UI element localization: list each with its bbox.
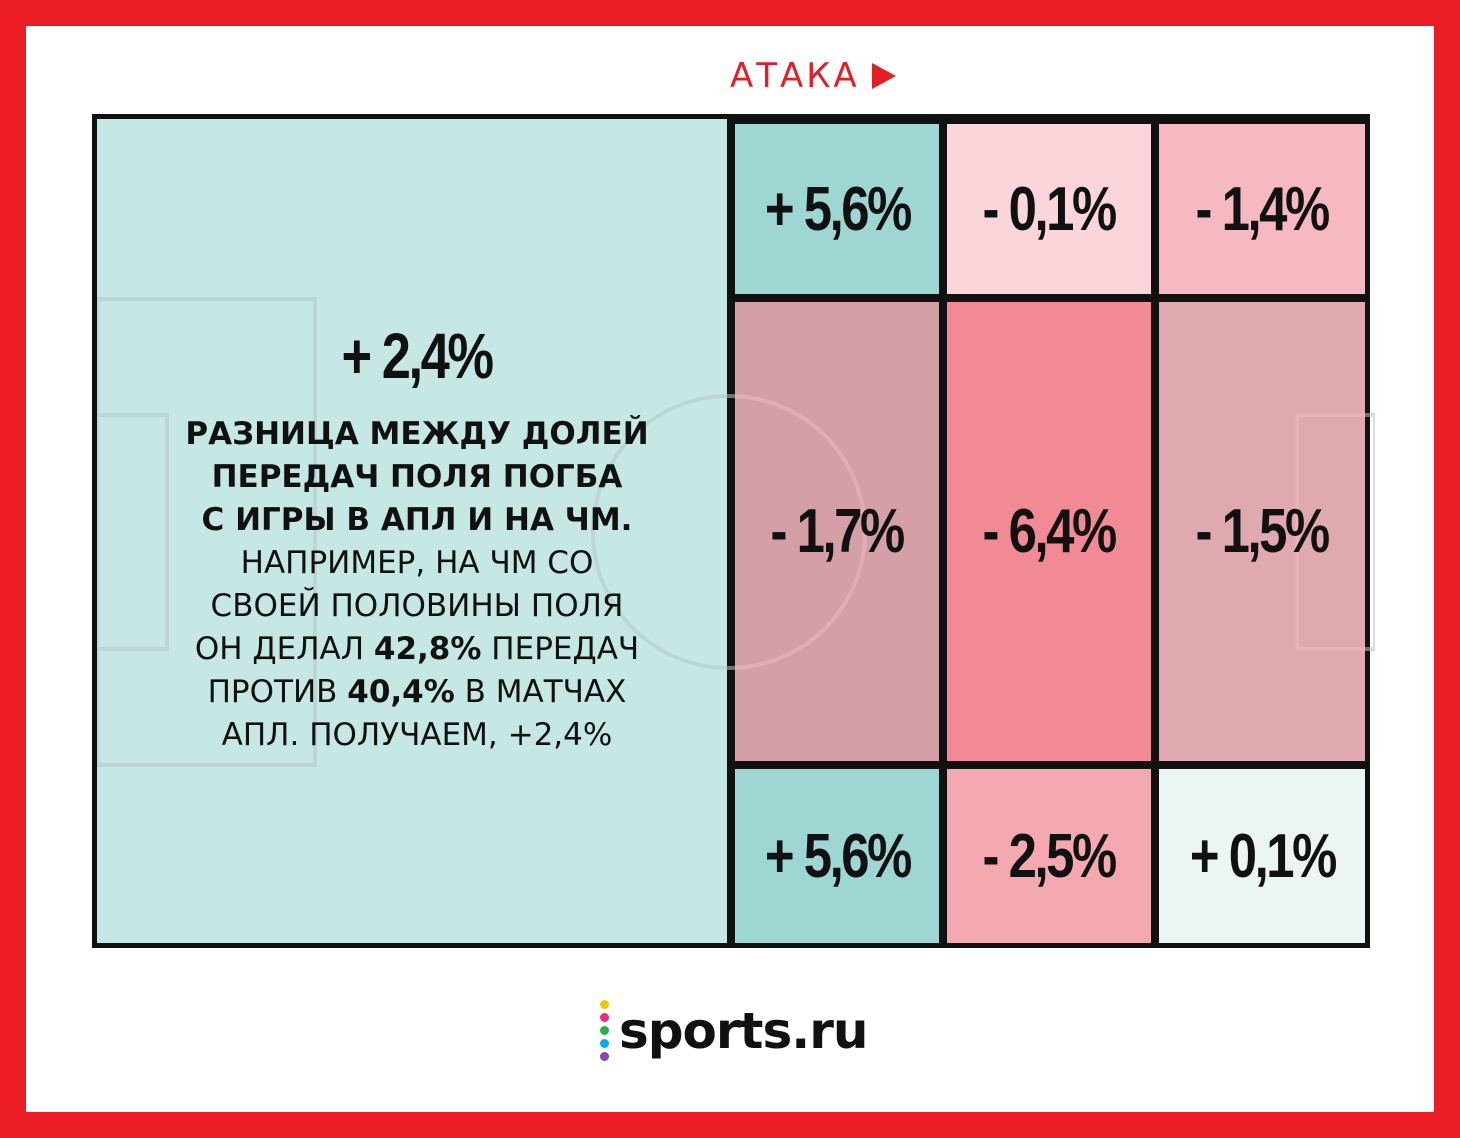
zone-value: + 5,6%: [764, 174, 912, 244]
desc-line: ПЕРЕДАЧ ПОЛЯ ПОГБА: [211, 459, 623, 495]
attack-label: АТАКА: [730, 56, 860, 96]
zone-middle-3: - 1,5%: [1159, 302, 1365, 761]
zone-bottom-2: - 2,5%: [947, 769, 1151, 943]
zone-bottom-1: + 5,6%: [735, 769, 939, 943]
epl-share: 40,4%: [347, 674, 455, 710]
zone-top-2: - 0,1%: [947, 124, 1151, 294]
desc-line: СВОЕЙ ПОЛОВИНЫ ПОЛЯ: [210, 588, 624, 624]
desc-line: НАПРИМЕР, НА ЧМ СО: [240, 545, 594, 581]
logo-dots-icon: [600, 1000, 609, 1061]
zone-value: - 1,4%: [1195, 174, 1331, 244]
zone-value-own-half: + 2,4%: [341, 320, 495, 392]
zone-middle-2: - 6,4%: [947, 302, 1151, 761]
zone-top-3: - 1,4%: [1159, 124, 1365, 294]
desc-line: ПРОТИВ 40,4% В МАТЧАХ: [207, 674, 627, 710]
zone-value: + 0,1%: [1189, 821, 1337, 891]
wc-share: 42,8%: [373, 631, 482, 667]
explanation-text: РАЗНИЦА МЕЖДУ ДОЛЕЙ ПЕРЕДАЧ ПОЛЯ ПОГБА С…: [157, 413, 677, 757]
logo-text: sports.ru: [619, 1001, 868, 1060]
zone-value: - 1,7%: [770, 497, 906, 566]
zone-value: + 5,6%: [764, 821, 912, 891]
zone-value: - 2,5%: [982, 821, 1118, 891]
zone-bottom-3: + 0,1%: [1159, 769, 1365, 943]
own-half-content: + 2,4% РАЗНИЦА МЕЖДУ ДОЛЕЙ ПЕРЕДАЧ ПОЛЯ …: [157, 319, 677, 757]
desc-line: РАЗНИЦА МЕЖДУ ДОЛЕЙ: [185, 416, 649, 452]
sports-ru-logo: sports.ru: [600, 1000, 868, 1061]
zone-middle-1: - 1,7%: [735, 302, 939, 761]
desc-line: АПЛ. ПОЛУЧАЕМ, +2,4%: [221, 717, 613, 753]
desc-line: ОН ДЕЛАЛ 42,8% ПЕРЕДАЧ: [194, 631, 640, 667]
attack-direction-label: АТАКА: [730, 56, 896, 96]
arrow-right-icon: [871, 63, 896, 89]
zone-value: - 6,4%: [982, 497, 1118, 566]
pitch-heatmap: + 2,4% РАЗНИЦА МЕЖДУ ДОЛЕЙ ПЕРЕДАЧ ПОЛЯ …: [92, 114, 1375, 948]
desc-line: С ИГРЫ В АПЛ И НА ЧМ.: [201, 502, 633, 538]
zone-value: - 0,1%: [982, 174, 1118, 244]
zone-value: - 1,5%: [1195, 497, 1331, 566]
zone-top-1: + 5,6%: [735, 124, 939, 294]
